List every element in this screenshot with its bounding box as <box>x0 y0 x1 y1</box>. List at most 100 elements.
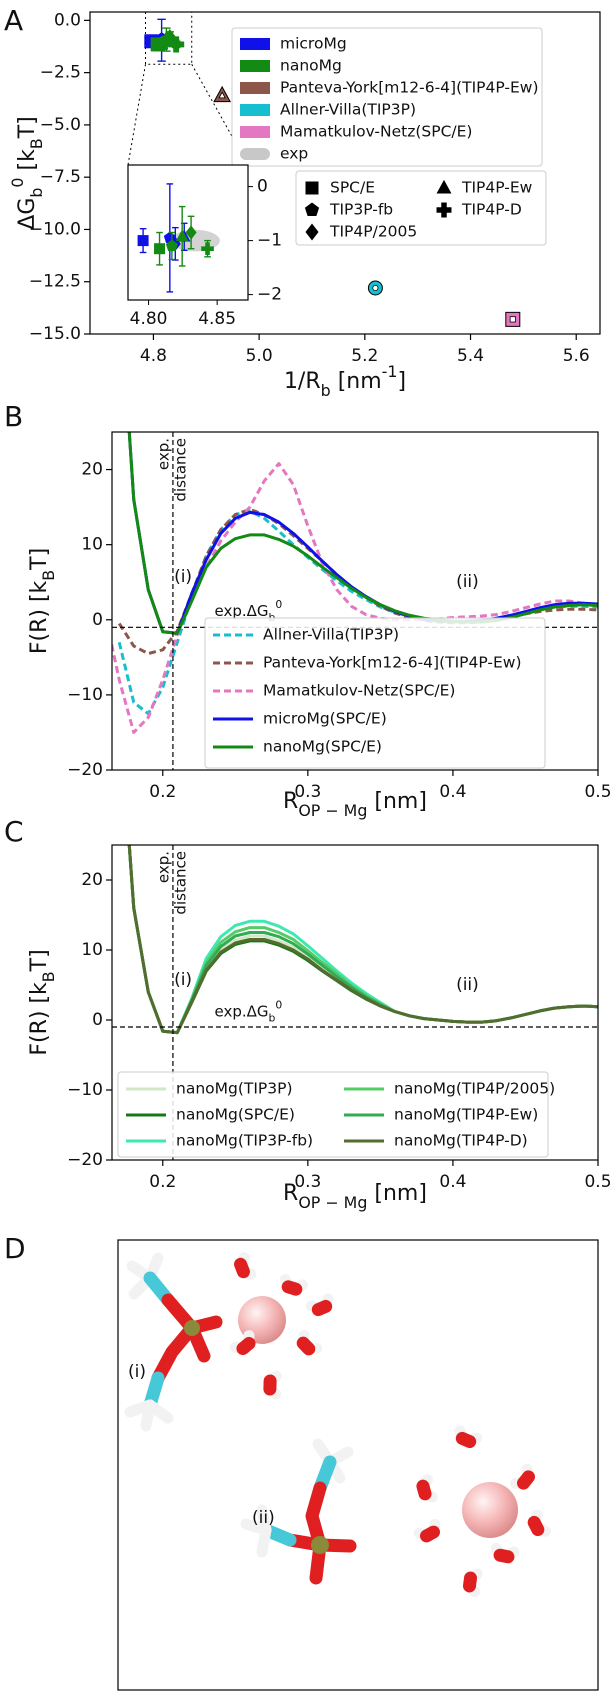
panel-letter: A <box>4 4 23 37</box>
phosphorus <box>311 1536 329 1554</box>
marker <box>218 91 226 99</box>
legend-swatch <box>240 126 270 138</box>
y-axis-label: F(R) [kBT] <box>27 949 58 1055</box>
y-tick-label: −10 <box>67 685 103 705</box>
marker <box>165 239 178 252</box>
x-tick-label: 5.6 <box>563 346 590 366</box>
image-frame <box>117 1239 599 1691</box>
legend-label: TIP4P-Ew <box>461 179 533 197</box>
bond <box>256 1524 272 1558</box>
plot-frame <box>111 431 599 771</box>
y-tick-label: 0 <box>92 610 103 630</box>
bond <box>281 1280 303 1296</box>
y-tick-label: 20 <box>81 870 103 890</box>
marker <box>304 202 320 217</box>
plot-frame <box>127 164 249 301</box>
legend-swatch <box>240 60 270 72</box>
annotation: (i) <box>174 970 192 990</box>
inset-y-tick-label: 0 <box>257 177 268 197</box>
marker <box>509 316 516 323</box>
x-tick-label: 0.2 <box>149 1172 176 1192</box>
y-tick-label: −20 <box>67 760 103 780</box>
x-axis-label: ROP − Mg [nm] <box>283 1181 427 1212</box>
marker <box>201 242 214 256</box>
molecular-render <box>124 1251 551 1598</box>
bond <box>462 1571 478 1593</box>
bond <box>234 1257 250 1279</box>
legend-label: Allner-Villa(TIP3P) <box>263 626 399 644</box>
bond <box>416 1479 432 1501</box>
image-label: (i) <box>128 1362 146 1382</box>
bond <box>311 1299 333 1317</box>
x-tick-label: 0.2 <box>149 782 176 802</box>
panel-letter: B <box>4 400 23 433</box>
x-axis-label: 1/Rb [nm-1] <box>284 362 406 400</box>
x-tick-label: 0.3 <box>294 782 321 802</box>
marker <box>175 229 189 241</box>
legend-label: Panteva-York[m12-6-4](TIP4P-Ew) <box>280 79 539 97</box>
y-tick-label: 10 <box>81 940 103 960</box>
y-tick-label: −15.0 <box>29 324 81 344</box>
y-tick-label: 10 <box>81 535 103 555</box>
bond <box>305 1481 327 1552</box>
y-tick-label: 0.0 <box>54 10 81 30</box>
x-tick-label: 5.2 <box>351 346 378 366</box>
marker <box>372 284 379 292</box>
plot-frame <box>111 844 599 1161</box>
legend-box <box>117 1071 549 1158</box>
inset-y-tick-label: −1 <box>257 231 282 251</box>
legend-box <box>204 617 546 769</box>
inset-x-tick-label: 4.85 <box>198 309 236 329</box>
y-tick-label: 20 <box>81 460 103 480</box>
panel-d: D (i) (ii) <box>4 1232 599 1691</box>
x-axis-label: ROP − Mg [nm] <box>283 789 427 820</box>
bond <box>236 1336 256 1356</box>
x-tick-label: 0.3 <box>294 1172 321 1192</box>
y-tick-label: −7.5 <box>40 167 81 187</box>
legend-label: SPC/E <box>330 179 375 197</box>
exp-distance-label: exp. <box>154 851 172 883</box>
exp-distance-label: distance <box>171 438 189 502</box>
bond <box>151 1321 199 1385</box>
marker <box>168 36 185 53</box>
panel-line: 0.2 0.3 0.4 0.5 −20 −10 0 10 20 ROP − Mg [nm] F(R)… <box>4 815 612 1212</box>
bond <box>493 1548 515 1564</box>
legend-label: nanoMg <box>280 57 342 75</box>
y-tick-label: −5.0 <box>40 115 81 135</box>
legend-label: nanoMg(TIP4P-D) <box>394 1132 528 1150</box>
y-axis-label: ΔGb0 [kBT] <box>8 116 46 229</box>
legend-label: microMg(SPC/E) <box>263 710 387 728</box>
annotation: (ii) <box>456 572 479 592</box>
exp-distance-label: exp. <box>154 438 172 470</box>
legend-label: nanoMg(SPC/E) <box>263 738 382 756</box>
y-tick-label: −10.0 <box>29 219 81 239</box>
series-line <box>127 845 598 1035</box>
legend-label: nanoMg(SPC/E) <box>176 1106 295 1124</box>
y-tick-label: −12.5 <box>29 272 81 292</box>
legend-label: nanoMg(TIP4P-Ew) <box>394 1106 538 1124</box>
ion <box>462 1482 518 1538</box>
legend-label: Mamatkulov-Netz(SPC/E) <box>263 682 455 700</box>
marker <box>154 243 166 255</box>
legend-label: exp <box>280 145 308 163</box>
marker <box>137 235 149 247</box>
annotation: (ii) <box>456 975 479 995</box>
legend-swatch <box>240 104 270 116</box>
zoom-region <box>144 11 193 65</box>
inset-x-tick-label: 4.80 <box>130 309 168 329</box>
legend-label: TIP4P/2005 <box>329 223 417 241</box>
legend-box <box>295 170 547 246</box>
legend-label: TIP3P-fb <box>329 201 393 219</box>
y-axis-label: F(R) [kBT] <box>27 548 58 654</box>
panel-letter: D <box>4 1232 26 1265</box>
legend-label: Allner-Villa(TIP3P) <box>280 101 416 119</box>
bond <box>296 1336 316 1356</box>
y-tick-label: −20 <box>67 1150 103 1170</box>
annotation: (i) <box>174 567 192 587</box>
legend-swatch <box>240 38 270 50</box>
phosphorus <box>184 1320 200 1336</box>
legend-swatch <box>240 148 270 160</box>
inset-y-tick-label: −2 <box>257 285 282 305</box>
marker <box>185 225 197 240</box>
